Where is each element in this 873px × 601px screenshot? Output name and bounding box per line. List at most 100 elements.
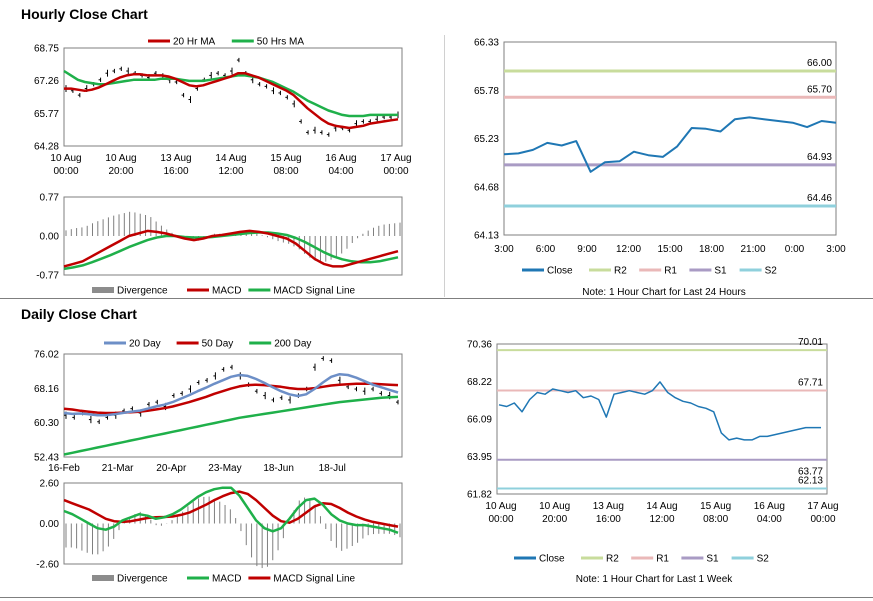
daily-level-label-r1: 67.71 bbox=[798, 378, 823, 389]
daily-price-xtick-4: 18-Jun bbox=[263, 463, 294, 474]
daily-level-label-s1: 63.77 bbox=[798, 467, 823, 478]
daily-level-label-r2: 70.01 bbox=[798, 337, 823, 348]
hourly-level-label-s1: 64.93 bbox=[807, 152, 832, 163]
hourly-level-label-r1: 65.70 bbox=[807, 84, 832, 95]
daily-levels-frame bbox=[496, 343, 828, 495]
hourly-levels-ytick-2: 65.23 bbox=[474, 134, 499, 145]
hourly-signal-line bbox=[63, 231, 399, 271]
hourly-price-xtick-3-l1: 14 Aug bbox=[215, 153, 246, 164]
hourly-levels-legend-label-3: S1 bbox=[714, 266, 727, 277]
daily-levels-legend-label-0: Close bbox=[539, 554, 565, 565]
daily-levels-legend-label-4: S2 bbox=[757, 554, 770, 565]
hourly-levels-note: Note: 1 Hour Chart for Last 24 Hours bbox=[582, 287, 745, 298]
hourly-macd-ytick-0: 0.77 bbox=[40, 193, 60, 204]
daily-divergence-bars bbox=[65, 496, 401, 569]
daily-signal-line bbox=[63, 490, 399, 528]
hourly-price-xtick-6-l1: 17 Aug bbox=[380, 153, 411, 164]
daily-price-legend-label-1: 50 Day bbox=[202, 339, 234, 350]
daily-levels-xtick-1-l1: 10 Aug bbox=[539, 501, 570, 512]
hourly-levels-xtick-0: 3:00 bbox=[494, 244, 514, 255]
daily-macd-ytick-0: 2.60 bbox=[40, 479, 60, 490]
hourly-level-label-r2: 66.00 bbox=[807, 58, 832, 69]
hourly-levels-xtick-6: 21:00 bbox=[740, 244, 765, 255]
hourly-price-xtick-0-l1: 10 Aug bbox=[50, 153, 81, 164]
daily-levels-ytick-3: 63.95 bbox=[467, 452, 492, 463]
hourly-macd-ytick-2: -0.77 bbox=[36, 271, 59, 282]
hourly-levels-ytick-0: 66.33 bbox=[474, 38, 499, 49]
daily-levels-xtick-5-l1: 16 Aug bbox=[754, 501, 785, 512]
hourly-price-legend-label-0: 20 Hr MA bbox=[173, 37, 216, 48]
daily-price-xtick-1: 21-Mar bbox=[102, 463, 134, 474]
hourly-section-title: Hourly Close Chart bbox=[21, 6, 148, 22]
hourly-price-ytick-3: 64.28 bbox=[34, 142, 59, 153]
hourly-levels-legend-label-0: Close bbox=[547, 266, 573, 277]
hourly-levels-ytick-1: 65.78 bbox=[474, 86, 499, 97]
daily-levels-xtick-0-l1: 10 Aug bbox=[485, 501, 516, 512]
daily-levels-ytick-4: 61.82 bbox=[467, 490, 492, 501]
daily-level-label-s2: 62.13 bbox=[798, 476, 823, 487]
hourly-column-divider bbox=[444, 35, 445, 297]
hourly-macd-legend-label-1: MACD bbox=[212, 286, 241, 297]
hourly-level-label-s2: 64.46 bbox=[807, 193, 832, 204]
hourly-macd-legend-label-0: Divergence bbox=[117, 286, 168, 297]
daily-ma20-line bbox=[63, 372, 399, 417]
daily-price-frame bbox=[63, 353, 403, 458]
daily-levels-xtick-4-l2: 08:00 bbox=[703, 514, 728, 525]
hourly-price-ytick-0: 68.75 bbox=[34, 44, 59, 55]
daily-price-xtick-5: 18-Jul bbox=[319, 463, 346, 474]
hourly-price-xtick-4-l2: 08:00 bbox=[273, 166, 298, 177]
hourly-price-bars bbox=[64, 57, 399, 137]
hourly-price-frame bbox=[63, 47, 403, 147]
hourly-price-ytick-2: 65.77 bbox=[34, 109, 59, 120]
hourly-price-xtick-4-l1: 15 Aug bbox=[270, 153, 301, 164]
hourly-price-xtick-2-l1: 13 Aug bbox=[160, 153, 191, 164]
hourly-price-xtick-0-l2: 00:00 bbox=[53, 166, 78, 177]
hourly-macd-line bbox=[63, 229, 399, 268]
daily-price-ytick-3: 52.43 bbox=[34, 453, 59, 464]
daily-levels-ytick-1: 68.22 bbox=[467, 377, 492, 388]
hourly-levels-legend-label-1: R2 bbox=[614, 266, 627, 277]
daily-price-legend-label-2: 200 Day bbox=[274, 339, 311, 350]
hourly-macd-ytick-1: 0.00 bbox=[40, 232, 60, 243]
daily-levels-xtick-0-l2: 00:00 bbox=[488, 514, 513, 525]
daily-macd-frame bbox=[63, 482, 403, 565]
hourly-levels-xtick-3: 12:00 bbox=[616, 244, 641, 255]
hourly-price-xtick-5-l1: 16 Aug bbox=[325, 153, 356, 164]
hourly-ma20-line bbox=[64, 71, 399, 130]
daily-ma200-line bbox=[63, 395, 399, 456]
daily-macd-line bbox=[63, 486, 399, 534]
daily-levels-xtick-2-l2: 16:00 bbox=[596, 514, 621, 525]
hourly-divergence-bars bbox=[65, 211, 401, 262]
daily-macd-ytick-2: -2.60 bbox=[36, 560, 59, 571]
daily-section-title: Daily Close Chart bbox=[21, 306, 137, 322]
hourly-macd-legend-label-2: MACD Signal Line bbox=[273, 286, 355, 297]
hourly-levels-ytick-4: 64.13 bbox=[474, 231, 499, 242]
hourly-price-xtick-5-l2: 04:00 bbox=[328, 166, 353, 177]
daily-levels-xtick-4-l1: 15 Aug bbox=[700, 501, 731, 512]
hourly-levels-xtick-7: 0:00 bbox=[785, 244, 805, 255]
hourly-price-xtick-3-l2: 12:00 bbox=[218, 166, 243, 177]
daily-levels-legend-label-3: S1 bbox=[706, 554, 719, 565]
daily-price-legend-label-0: 20 Day bbox=[129, 339, 161, 350]
hourly-price-xtick-1-l1: 10 Aug bbox=[105, 153, 136, 164]
daily-levels-ytick-2: 66.09 bbox=[467, 415, 492, 426]
daily-macd-legend-label-1: MACD bbox=[212, 574, 241, 585]
daily-price-ytick-1: 68.16 bbox=[34, 384, 59, 395]
hourly-levels-frame bbox=[503, 41, 837, 236]
daily-levels-xtick-6-l1: 17 Aug bbox=[807, 501, 838, 512]
daily-levels-xtick-2-l1: 13 Aug bbox=[593, 501, 624, 512]
hourly-levels-xtick-8: 3:00 bbox=[826, 244, 846, 255]
hourly-price-xtick-2-l2: 16:00 bbox=[163, 166, 188, 177]
hourly-price-xtick-1-l2: 20:00 bbox=[108, 166, 133, 177]
daily-levels-legend-label-1: R2 bbox=[606, 554, 619, 565]
hourly-levels-legend-label-4: S2 bbox=[765, 266, 778, 277]
daily-price-xtick-2: 20-Apr bbox=[156, 463, 187, 474]
daily-levels-xtick-6-l2: 00:00 bbox=[810, 514, 835, 525]
daily-price-xtick-3: 23-May bbox=[208, 463, 241, 474]
hourly-levels-xtick-1: 6:00 bbox=[536, 244, 556, 255]
daily-close-line bbox=[498, 381, 821, 441]
hourly-price-legend-label-1: 50 Hrs MA bbox=[257, 37, 305, 48]
hourly-close-line bbox=[503, 116, 837, 173]
daily-price-ytick-2: 60.30 bbox=[34, 418, 59, 429]
